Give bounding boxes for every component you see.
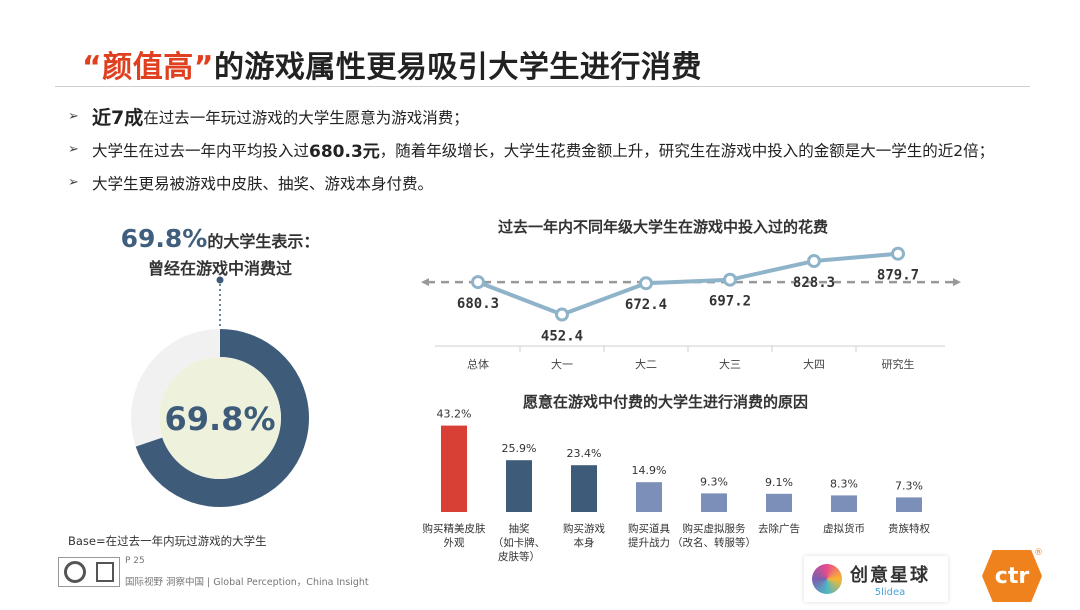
bar-category-label: 本身 bbox=[574, 536, 595, 549]
data-label: 879.7 bbox=[877, 268, 919, 284]
x-tick-label: 总体 bbox=[467, 357, 489, 371]
bar bbox=[636, 482, 662, 512]
ctr-registered-mark: ® bbox=[1034, 548, 1043, 558]
line-chart: 680.3 总体 452.4 大一 672.4 大二 697.2 大三 828.3 大四 879.7… bbox=[421, 246, 961, 371]
bullet-bold: 680.3元 bbox=[309, 142, 380, 162]
donut-center bbox=[159, 357, 281, 479]
bullet-item: ➢ 大学生在过去一年内平均投入过 680.3元 ，随着年级增长，大学生花费金额上升，… bbox=[68, 133, 1058, 166]
donut-center-label: 69.8% bbox=[164, 400, 275, 438]
brand-mark-icon bbox=[812, 564, 842, 594]
bar bbox=[441, 425, 467, 512]
base-note: Base=在过去一年内玩过游戏的大学生 bbox=[68, 534, 267, 548]
bar-value-label: 7.3% bbox=[895, 479, 923, 492]
donut-arc bbox=[135, 329, 309, 507]
data-point bbox=[891, 246, 905, 261]
data-point bbox=[723, 272, 737, 287]
data-point bbox=[639, 276, 653, 291]
bar-value-label: 43.2% bbox=[437, 408, 472, 421]
bar-category-label: 外观 bbox=[444, 537, 465, 549]
bar bbox=[831, 495, 857, 512]
data-point bbox=[807, 254, 821, 269]
bullet-text-pre: 大学生在过去一年内平均投入过 bbox=[92, 141, 310, 160]
leader-dot bbox=[216, 276, 224, 284]
bar-category-label: 抽奖 bbox=[509, 522, 530, 535]
bullet-text: ，随着年级增长，大学生花费金额上升，研究生在游戏中投入的金额是大一学生的近2倍； bbox=[379, 141, 995, 160]
data-label: 697.2 bbox=[709, 294, 751, 310]
bar bbox=[701, 493, 727, 512]
bar-category-label: 贵族特权 bbox=[888, 522, 930, 535]
line-chart-title: 过去一年内不同年级大学生在游戏中投入过的花费 bbox=[498, 218, 829, 236]
x-tick-label: 研究生 bbox=[882, 357, 915, 371]
bar bbox=[506, 460, 532, 512]
page-title: “颜值高”的游戏属性更易吸引大学生进行消费 bbox=[82, 42, 702, 86]
donut-head-rest: 的大学生表示： bbox=[207, 232, 320, 251]
bar bbox=[766, 493, 792, 512]
data-label: 452.4 bbox=[541, 329, 583, 345]
x-tick-label: 大一 bbox=[551, 357, 573, 371]
bullet-text: 在过去一年玩过游戏的大学生愿意为游戏消费； bbox=[143, 108, 469, 127]
brand-name-en: 5lidea bbox=[874, 586, 906, 598]
reference-arrow-right bbox=[953, 278, 961, 287]
bar-value-label: 23.4% bbox=[567, 447, 602, 460]
bar-chart-title: 愿意在游戏中付费的大学生进行消费的原因 bbox=[523, 393, 809, 411]
footer-tagline: 国际视野 洞察中国 | Global Perception，China Insi… bbox=[125, 577, 369, 588]
bullet-bold: 近7成 bbox=[92, 107, 144, 129]
bar-category-label: （改名、转服等） bbox=[672, 536, 756, 549]
x-tick-label: 大二 bbox=[635, 357, 657, 371]
data-point bbox=[555, 307, 569, 322]
brand-name-cn: 创意星球 bbox=[850, 564, 930, 586]
data-point bbox=[471, 275, 485, 290]
bullet-item: ➢ 大学生更易被游戏中皮肤、抽奖、游戏本身付费。 bbox=[68, 166, 1058, 199]
bar-category-label: 购买道具 bbox=[628, 522, 670, 535]
certification-logo bbox=[58, 557, 120, 587]
data-label: 828.3 bbox=[793, 275, 835, 291]
title-rest: 的游戏属性更易吸引大学生进行消费 bbox=[213, 50, 702, 85]
bar-category-label: 提升战力 bbox=[628, 536, 670, 549]
reference-arrow-left bbox=[421, 278, 429, 287]
arrow-icon: ➢ bbox=[68, 109, 79, 124]
bar-category-label: 虚拟货币 bbox=[823, 522, 865, 535]
arrow-icon: ➢ bbox=[68, 142, 79, 157]
bar-value-label: 14.9% bbox=[632, 464, 667, 477]
donut-head-pct: 69.8% bbox=[120, 224, 208, 253]
title-highlight: “颜值高” bbox=[82, 50, 214, 85]
title-divider bbox=[55, 86, 1030, 87]
bullet-list: ➢ 近7成 在过去一年玩过游戏的大学生愿意为游戏消费； ➢ 大学生在过去一年内平均… bbox=[68, 100, 1058, 199]
bar-value-label: 9.1% bbox=[765, 476, 793, 489]
bullet-item: ➢ 近7成 在过去一年玩过游戏的大学生愿意为游戏消费； bbox=[68, 100, 1058, 133]
x-tick-label: 大四 bbox=[803, 357, 825, 371]
donut-head-line2: 曾经在游戏中消费过 bbox=[147, 259, 292, 278]
data-label: 672.4 bbox=[625, 297, 667, 313]
bar bbox=[571, 465, 597, 512]
bar-category-label: 购买精美皮肤 bbox=[423, 522, 486, 535]
donut-chart: 69.8% bbox=[131, 276, 309, 507]
donut-header: 69.8%的大学生表示： 曾经在游戏中消费过 bbox=[100, 224, 340, 279]
bar-value-label: 8.3% bbox=[830, 477, 858, 490]
arrow-icon: ➢ bbox=[68, 175, 79, 190]
bar-category-label: 购买虚拟服务 bbox=[683, 522, 746, 535]
bar bbox=[896, 497, 922, 512]
bar-category-label: 皮肤等） bbox=[498, 550, 540, 563]
bar-value-label: 25.9% bbox=[502, 442, 537, 455]
bullet-text: 大学生更易被游戏中皮肤、抽奖、游戏本身付费。 bbox=[92, 174, 434, 193]
ctr-logo: ctr bbox=[982, 550, 1042, 602]
series-line bbox=[477, 251, 899, 317]
x-tick-label: 大三 bbox=[719, 357, 741, 371]
bar-category-label: 去除广告 bbox=[758, 522, 800, 535]
page-number: P 25 bbox=[125, 556, 145, 566]
data-label: 680.3 bbox=[457, 296, 499, 312]
brand-logo-5lidea: 创意星球 5lidea bbox=[804, 556, 948, 602]
bar-category-label: （如卡牌、 bbox=[493, 536, 546, 549]
bar-value-label: 9.3% bbox=[700, 475, 728, 488]
bar-category-label: 购买游戏 bbox=[563, 522, 605, 535]
